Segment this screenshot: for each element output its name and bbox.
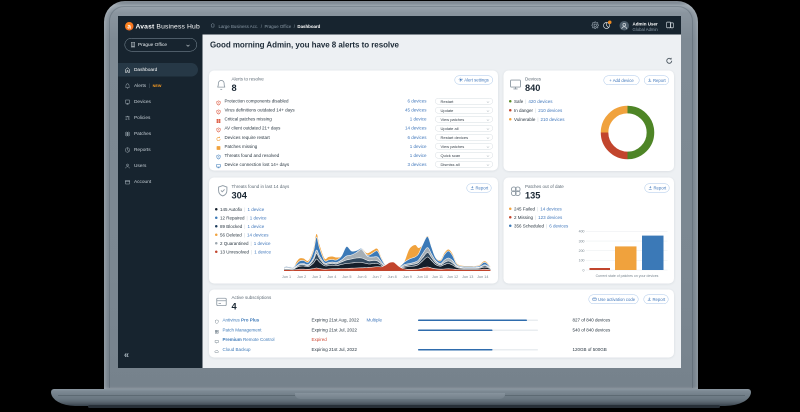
svg-text:100: 100 [578,258,584,262]
svg-text:Jun 14: Jun 14 [477,275,488,279]
svg-text:Current state of patches on yo: Current state of patches on your devices [595,273,658,277]
svg-text:Jun 12: Jun 12 [446,275,457,279]
svg-text:Jun 5: Jun 5 [342,275,351,279]
svg-text:200: 200 [578,248,584,252]
svg-text:Jun 9: Jun 9 [402,275,411,279]
svg-text:0: 0 [582,268,584,272]
svg-text:300: 300 [578,239,584,243]
svg-text:Jun 13: Jun 13 [462,275,473,279]
svg-text:Jun 3: Jun 3 [312,275,321,279]
svg-text:Jun 1: Jun 1 [281,275,290,279]
svg-text:Jun 4: Jun 4 [327,275,336,279]
svg-text:Jun 10: Jun 10 [416,275,427,279]
svg-text:Jun 11: Jun 11 [432,275,443,279]
svg-text:Jun 7: Jun 7 [372,275,381,279]
svg-text:Jun 8: Jun 8 [387,275,396,279]
svg-text:400: 400 [578,229,584,233]
svg-text:Jun 6: Jun 6 [357,275,366,279]
svg-text:Jun 2: Jun 2 [297,275,306,279]
